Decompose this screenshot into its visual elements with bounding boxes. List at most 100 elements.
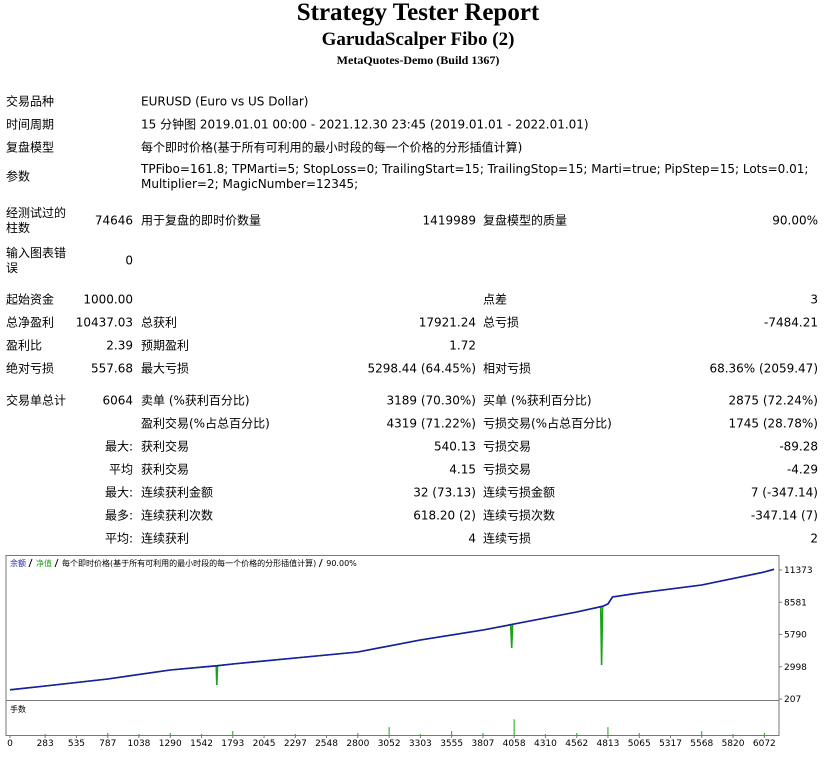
x-tick-label: 5317 [659, 739, 682, 749]
volume-bar [576, 733, 578, 735]
x-tick-label: 3303 [409, 739, 432, 749]
report-title: Strategy Tester Report [296, 0, 540, 26]
stat-label: 相对亏损 [483, 361, 532, 376]
stat-label: 总获利 [141, 315, 178, 330]
x-tick-label: 2045 [253, 739, 276, 749]
stat-value: 2 [810, 531, 818, 546]
info-label: 复盘模型 [6, 140, 55, 155]
x-tick-label: 5568 [690, 739, 713, 749]
series-line [9, 568, 775, 691]
stat-value: -4.29 [786, 462, 818, 477]
x-tick-label: 5820 [722, 739, 745, 749]
stat-label: 连续获利金额 [141, 485, 214, 500]
volume-bar [732, 734, 734, 735]
stat-value: -89.28 [779, 439, 818, 454]
stat-value: 74646 [94, 213, 133, 228]
info-value: EURUSD (Euro vs US Dollar) [141, 94, 309, 109]
stat-value: 平均: [104, 531, 133, 546]
legend-equity: 净值 [36, 558, 52, 568]
stat-value: -347.14 (7) [750, 508, 818, 523]
stat-value: 1000.00 [83, 292, 133, 307]
x-tick-label: 0 [7, 739, 13, 749]
stat-label: 亏损交易(%占总百分比) [483, 416, 612, 431]
volume-bar [232, 731, 234, 735]
volume-bar [513, 719, 515, 735]
volume-bar [607, 727, 609, 735]
stat-value: 4319 (71.22%) [386, 416, 476, 431]
stat-label: 交易单总计 [6, 393, 67, 408]
x-tick-label: 1793 [221, 739, 244, 749]
info-value: 每个即时价格(基于所有可利用的最小时段的每一个价格的分形插值计算) [141, 140, 523, 155]
stat-value: 540.13 [434, 439, 476, 454]
x-tick-label: 2548 [315, 739, 338, 749]
stat-label: 点差 [483, 292, 508, 307]
stat-value: 7 (-347.14) [750, 485, 818, 500]
stat-label: 经测试过的柱数 [6, 206, 67, 235]
y-tick-label: 2998 [784, 663, 807, 673]
x-tick-label: 787 [99, 739, 116, 749]
stat-label: 起始资金 [6, 292, 55, 307]
volume-label: 手数 [10, 704, 26, 714]
volume-bar [357, 733, 359, 735]
stat-value: 最大: [104, 439, 133, 454]
separator [28, 558, 33, 568]
x-tick-label: 4058 [503, 739, 526, 749]
y-tick-label: 8581 [784, 598, 807, 608]
info-label: 参数 [6, 169, 31, 184]
volume-bar [763, 733, 765, 735]
volume-bar [138, 734, 140, 735]
stat-value: 557.68 [91, 361, 133, 376]
stat-value: 最大: [104, 485, 133, 500]
x-tick-label: 3807 [472, 739, 495, 749]
x-tick-label: 2297 [284, 739, 307, 749]
stat-label: 复盘模型的质量 [483, 213, 568, 228]
quality: 90.00% [326, 559, 357, 568]
x-tick-label: 283 [37, 739, 54, 749]
stat-label: 预期盈利 [141, 338, 190, 353]
volume-bar [201, 734, 203, 735]
stat-value: 0 [125, 253, 133, 268]
stat-value: 2.39 [106, 338, 133, 353]
stat-value: 1.72 [449, 338, 476, 353]
info-label: 交易品种 [6, 94, 55, 109]
stat-value: 4.15 [449, 462, 476, 477]
stat-value: 68.36% (2059.47) [709, 361, 818, 376]
x-tick-label: 535 [68, 739, 85, 749]
stat-label: 盈利交易(%占总百分比) [141, 416, 270, 431]
stat-value: 17921.24 [418, 315, 476, 330]
stat-label: 连续亏损 [483, 531, 532, 546]
stat-label: 买单 (%获利百分比) [483, 393, 592, 408]
separator [54, 558, 59, 568]
stat-value: 3 [810, 292, 818, 307]
volume-frame [5, 700, 780, 736]
x-tick-label: 1038 [128, 739, 151, 749]
stat-value: 3189 (70.30%) [386, 393, 476, 408]
model-text: 每个即时价格(基于所有可利用的最小时段的每一个价格的分形插值计算) [62, 558, 316, 568]
volume-bar [169, 733, 171, 735]
stat-value: 2875 (72.24%) [728, 393, 818, 408]
x-tick-label: 3555 [440, 739, 463, 749]
stat-label: 总亏损 [483, 315, 520, 330]
stat-value: 10437.03 [75, 315, 133, 330]
stat-value: 4 [468, 531, 476, 546]
stat-label: 卖单 (%获利百分比) [141, 393, 250, 408]
volume-bar [107, 733, 109, 735]
expert-name: GarudaScalper Fibo (2) [321, 29, 515, 50]
info-label: 时间周期 [6, 117, 55, 132]
volume-bar [451, 731, 453, 735]
stat-value: 最多: [104, 508, 133, 523]
separator [318, 558, 323, 568]
build: MetaQuotes-Demo (Build 1367) [336, 53, 500, 67]
volume-bar [544, 734, 546, 735]
plot-frame [5, 555, 780, 701]
stat-label: 输入图表错误 [6, 246, 67, 275]
volume-bar [482, 733, 484, 735]
x-tick-label: 1290 [159, 739, 182, 749]
x-tick-label: 4562 [565, 739, 588, 749]
stat-label: 绝对亏损 [6, 361, 55, 376]
volume-bar [388, 727, 390, 735]
stat-label: 总净盈利 [6, 315, 55, 330]
stat-label: 连续获利 [141, 531, 190, 546]
volume-bar [419, 734, 421, 735]
